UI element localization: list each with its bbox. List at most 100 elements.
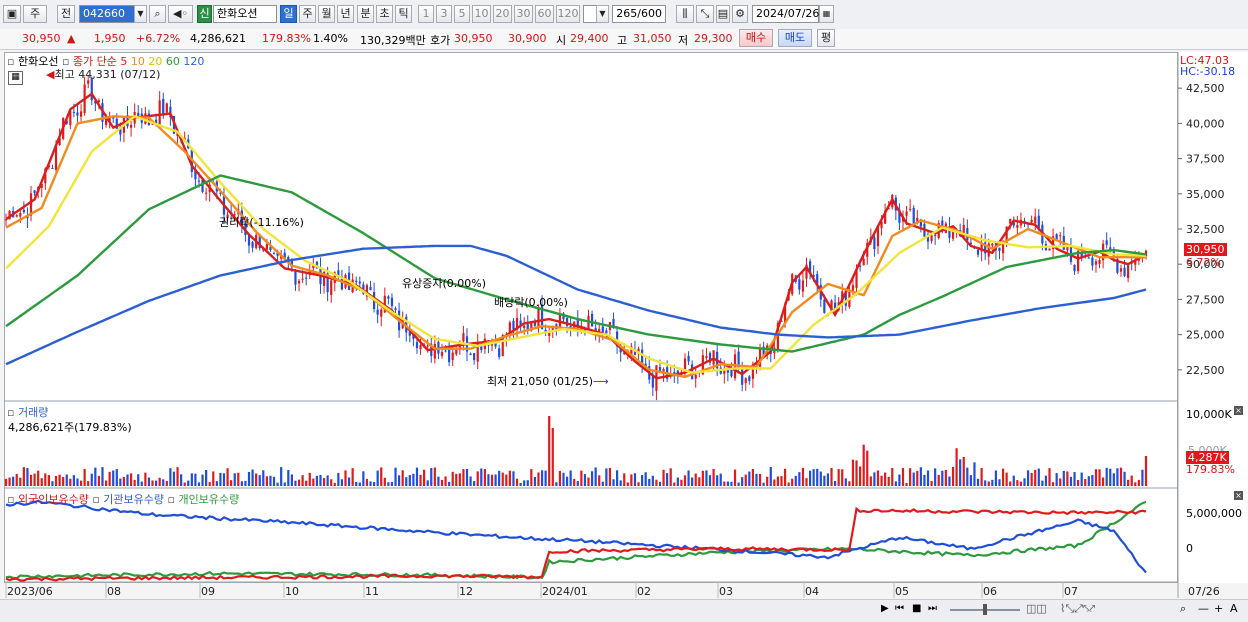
date-input[interactable]: 2024/07/26 xyxy=(752,5,819,23)
period-minute[interactable]: 분 xyxy=(357,5,374,23)
calendar-dropdown-icon[interactable]: ▦ xyxy=(819,5,834,23)
candle-body xyxy=(576,318,579,329)
volume-bar xyxy=(773,479,776,486)
volume-bar xyxy=(1034,469,1037,486)
last-page-icon[interactable]: ⏭ xyxy=(928,603,937,614)
low-annotation: 최저 21,050 (01/25)⟶ xyxy=(487,373,609,389)
scroll-right-icon[interactable]: ▶ xyxy=(881,603,889,614)
candle-body xyxy=(512,320,515,330)
save-icon[interactable]: ▤ xyxy=(716,5,730,23)
candle-body xyxy=(980,244,983,252)
preset-60[interactable]: 60 xyxy=(535,5,554,23)
candle-body xyxy=(1123,267,1126,276)
period-second[interactable]: 초 xyxy=(376,5,393,23)
holdings-close-icon[interactable]: × xyxy=(1234,491,1243,500)
volume-bar xyxy=(47,475,50,486)
candle-body xyxy=(137,112,140,116)
layout-icon[interactable]: ◫◫ xyxy=(1026,602,1047,615)
candle-body xyxy=(233,214,236,216)
volume-bar xyxy=(934,468,937,486)
x-tick-label: 06 xyxy=(983,585,997,598)
volume-bar xyxy=(876,470,880,486)
grid-table-icon[interactable]: ▦ xyxy=(8,71,23,85)
stock-code-input[interactable]: 042660 xyxy=(79,5,135,23)
volume-bar xyxy=(776,476,780,486)
stock-name-field[interactable]: 한화오션 xyxy=(213,5,277,23)
preset-120[interactable]: 120 xyxy=(556,5,580,23)
volume-bar xyxy=(1023,478,1026,486)
volume-bar xyxy=(51,481,54,486)
zoom-in-icon[interactable]: + xyxy=(1214,602,1224,615)
volume-bar xyxy=(369,481,372,486)
volume-bar xyxy=(433,467,436,486)
volume-bar xyxy=(380,467,383,486)
zoom-out-icon[interactable]: — xyxy=(1198,602,1209,615)
volume-bar xyxy=(308,472,311,486)
prev-button[interactable]: 전 xyxy=(57,5,75,23)
legend-ma-label: 종가 단순 xyxy=(72,55,117,68)
volume-bar xyxy=(959,459,962,486)
code-dropdown-icon[interactable]: ▼ xyxy=(134,5,147,23)
volume-bar xyxy=(262,470,265,486)
search-icon[interactable]: ⌕ xyxy=(149,5,166,23)
stop-icon[interactable]: ■ xyxy=(912,603,922,614)
speaker-icon[interactable]: ◀◦ xyxy=(168,5,193,23)
candle-body xyxy=(1048,248,1051,251)
foreign-holdings-line xyxy=(5,506,1147,582)
volume-bar xyxy=(15,473,18,486)
mode-dropdown[interactable]: 주 xyxy=(23,5,47,23)
preset-30[interactable]: 30 xyxy=(514,5,533,23)
preset-5[interactable]: 5 xyxy=(454,5,470,23)
period-month[interactable]: 월 xyxy=(318,5,335,23)
volume-bar xyxy=(69,478,72,486)
x-tick-label: 10 xyxy=(285,585,299,598)
period-week[interactable]: 주 xyxy=(299,5,316,23)
first-page-icon[interactable]: ⏮ xyxy=(895,603,904,614)
volume-bar xyxy=(683,475,687,486)
candle-body xyxy=(816,273,819,286)
buy-button[interactable]: 매수 xyxy=(739,29,773,47)
auto-scale-icon[interactable]: A xyxy=(1230,602,1238,615)
interval-dropdown-icon[interactable]: ▼ xyxy=(596,5,609,23)
preset-3[interactable]: 3 xyxy=(436,5,452,23)
volume-close-icon[interactable]: × xyxy=(1234,406,1243,415)
preset-1[interactable]: 1 xyxy=(418,5,434,23)
preset-10[interactable]: 10 xyxy=(472,5,491,23)
period-year[interactable]: 년 xyxy=(337,5,354,23)
window-menu-icon[interactable]: ▣ xyxy=(3,5,21,23)
period-second-label: 초 xyxy=(379,7,390,20)
chart-tools-icon[interactable]: ⌇⤡⤢⤣⤤ xyxy=(1060,602,1096,615)
gear-icon[interactable]: ⚙ xyxy=(732,5,748,23)
candle-body xyxy=(887,208,890,210)
candle-body xyxy=(258,235,261,249)
candle-type-icon[interactable]: ⫼ xyxy=(676,5,694,23)
period-tick[interactable]: 틱 xyxy=(395,5,412,23)
draw-tool-icon[interactable]: ⤡ xyxy=(696,5,714,23)
volume-bar xyxy=(658,481,662,486)
count-input[interactable]: 265/600 xyxy=(612,5,666,23)
zoom-search-icon[interactable]: ⌕ xyxy=(1180,602,1187,615)
sell-button[interactable]: 매도 xyxy=(778,29,812,47)
period-day[interactable]: 일 xyxy=(280,5,297,23)
volume-bar xyxy=(766,476,769,486)
preset-20[interactable]: 20 xyxy=(493,5,512,23)
volume-bar xyxy=(1059,478,1062,486)
candle-body xyxy=(723,369,726,374)
avg-button[interactable]: 평 xyxy=(817,29,835,47)
candle-body xyxy=(283,252,286,258)
volume-current-tag: 4,287K xyxy=(1186,451,1229,464)
candle-body xyxy=(462,333,465,342)
candle-body xyxy=(984,242,987,254)
axis-labels: 42,500 40,000 37,500 35,000 32,500 30,000 27,5… xyxy=(7,82,1225,598)
candle-body xyxy=(1119,268,1123,272)
volume-bar xyxy=(1127,479,1130,486)
volume-bar xyxy=(76,478,79,486)
volume-bar xyxy=(22,467,25,486)
candle-body xyxy=(1080,252,1083,258)
volume-bar xyxy=(851,459,855,486)
volume-bar xyxy=(866,450,869,486)
zoom-slider-handle[interactable] xyxy=(983,604,987,615)
preset-1-label: 1 xyxy=(422,7,430,20)
volume-bar xyxy=(219,472,222,486)
